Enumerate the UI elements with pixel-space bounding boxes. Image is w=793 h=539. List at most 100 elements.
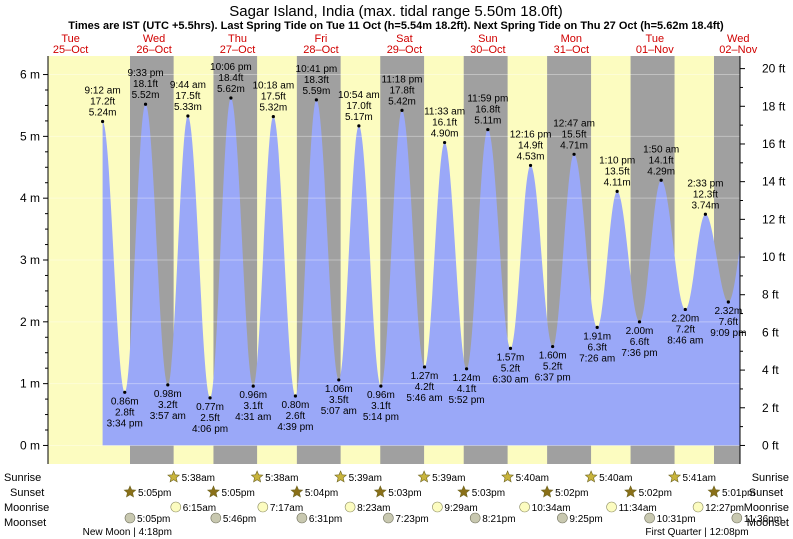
axes: 0 m 1 m 2 m 3 m 4 m 5 m 6 m 0 ft 2 ft 4 ft 6 ft 8 f… [20, 56, 786, 464]
tide-time-label: 10:41 pm [296, 64, 338, 75]
sunrise-time: 5:40am [516, 473, 549, 484]
gridlines [48, 74, 740, 446]
tide-point [659, 178, 663, 182]
tide-ft-label: 15.5ft [562, 129, 587, 140]
sunset-icon [707, 485, 721, 498]
tide-m-label: 0.80m [282, 400, 310, 411]
tide-time-label: 10:18 am [252, 81, 294, 92]
tide-time-label: 10:06 pm [210, 62, 252, 73]
tide-time-label: 6:30 am [492, 374, 528, 385]
sunset-time: 5:04pm [305, 488, 338, 499]
moonset-time: 7:23pm [395, 514, 428, 525]
tide-m-label: 1.91m [583, 331, 611, 342]
tide-ft-label: 12.3ft [693, 189, 718, 200]
tide-m-label: 5.32m [259, 103, 287, 114]
tide-ft-label: 5.2ft [501, 363, 521, 374]
day-name-label: Mon [561, 33, 582, 45]
moonset-time: 11:36pm [744, 514, 782, 525]
tide-point [508, 346, 513, 350]
day-date-label: 02–Nov [719, 44, 757, 56]
moonrise-time: 7:17am [270, 503, 303, 514]
moonrise-icon [432, 501, 443, 513]
tide-point [442, 140, 447, 145]
tide-point [379, 384, 383, 388]
tide-ft-label: 3.2ft [158, 400, 178, 411]
tide-ft-label: 2.5ft [200, 413, 220, 424]
tide-ft-label: 4.2ft [415, 382, 435, 393]
tide-m-label: 4.11m [604, 177, 631, 188]
moonset-icon [469, 512, 481, 524]
y-left-tick-label: 4 m [20, 191, 40, 205]
sunrise-time: 5:39am [349, 473, 382, 484]
tide-m-label: 3.74m [692, 200, 720, 211]
tide-time-label: 1:10 pm [599, 155, 635, 166]
tide-point [251, 384, 255, 388]
tide-ft-label: 5.2ft [543, 362, 563, 373]
tide-ft-label: 7.2ft [676, 324, 696, 335]
tide-m-label: 1.24m [453, 373, 481, 384]
tide-point [683, 307, 687, 312]
y-left-tick-label: 0 m [20, 438, 40, 452]
tide-m-label: 4.90m [431, 129, 459, 140]
moonrise-time: 9:29am [444, 503, 477, 514]
tide-point [357, 124, 361, 128]
y-right-tick-label: 4 ft [762, 363, 779, 377]
sunset-icon [457, 485, 471, 498]
day-date-label: 25–Oct [53, 44, 88, 56]
sunrise-time: 5:39am [432, 473, 465, 484]
moonrise-icon [692, 501, 704, 513]
moonrise-time: 10:34am [532, 503, 571, 514]
tide-m-label: 0.86m [111, 396, 139, 407]
tide-point [166, 383, 170, 387]
day-date-label: 31–Oct [554, 44, 589, 56]
sunset-time: 5:03pm [472, 488, 505, 499]
tide-point [293, 394, 298, 398]
tide-ft-label: 4.1ft [457, 384, 477, 395]
tide-ft-label: 14.1ft [649, 155, 674, 166]
y-right-tick-label: 16 ft [762, 137, 786, 151]
tide-time-label: 9:12 am [85, 86, 121, 97]
moonrise-time: 11:34am [619, 503, 657, 514]
tide-m-label: 5.62m [217, 84, 245, 95]
tide-area [102, 98, 740, 446]
tide-time-label: 9:44 am [170, 80, 206, 91]
tide-point [595, 325, 599, 329]
y-right-tick-label: 14 ft [762, 175, 786, 189]
sunrise-icon [584, 470, 598, 483]
row-label-sunset-left: Sunset [10, 487, 44, 499]
sunset-time: 5:05pm [138, 488, 171, 499]
moonset-icon [383, 512, 394, 524]
tide-ft-label: 16.1ft [432, 118, 457, 129]
sunrise-icon [668, 470, 682, 483]
y-right-tick-label: 10 ft [762, 250, 786, 264]
sunset-icon [624, 485, 638, 498]
tide-point [422, 365, 427, 369]
day-name-label: Wed [727, 33, 749, 45]
moonrise-icon [344, 501, 356, 513]
chart-title: Sagar Island, India (max. tidal range 5.… [229, 3, 563, 20]
tide-m-label: 5.42m [388, 96, 416, 107]
tide-point [143, 102, 148, 106]
sunset-time: 5:02pm [639, 488, 672, 499]
sunset-time: 5:01pm [722, 488, 755, 499]
sunrise-icon [501, 470, 515, 483]
sunset-icon [290, 485, 304, 498]
moonrise-icon [606, 501, 617, 513]
chart-subtitle: Times are IST (UTC +5.5hrs). Last Spring… [68, 20, 724, 32]
row-label-sunset-right: Sunset [749, 487, 783, 499]
tide-ft-label: 13.5ft [605, 166, 630, 177]
tide-time-label: 9:09 pm [710, 328, 746, 339]
day-date-label: 26–Oct [136, 44, 171, 56]
sunrise-time: 5:41am [683, 473, 716, 484]
y-right-tick-label: 0 ft [762, 438, 779, 452]
day-name-label: Thu [228, 33, 247, 45]
y-left-tick-label: 2 m [20, 315, 40, 329]
tide-time-label: 11:59 pm [467, 94, 508, 105]
tide-time-label: 5:46 am [406, 393, 442, 404]
tide-time-label: 4:06 pm [192, 424, 228, 435]
row-label-moonset-left: Moonset [4, 517, 46, 529]
tide-point [229, 96, 233, 100]
tide-time-label: 6:37 pm [535, 373, 571, 384]
sunrise-icon [417, 470, 431, 483]
y-right-tick-label: 2 ft [762, 401, 779, 415]
